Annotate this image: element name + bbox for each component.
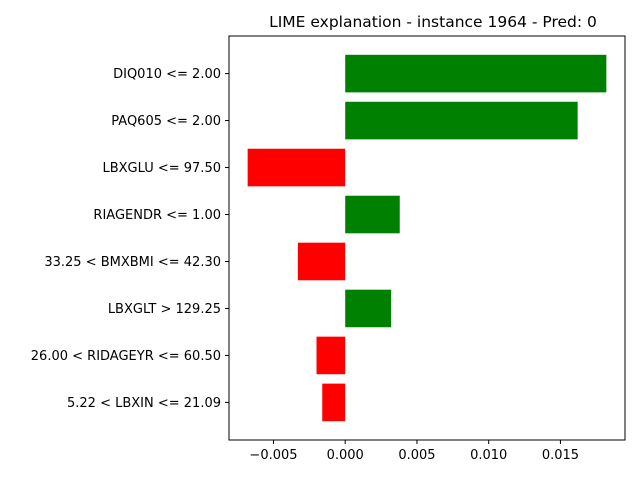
- y-tick-label: LBXGLU <= 97.50: [102, 161, 221, 176]
- y-tick-label: DIQ010 <= 2.00: [113, 67, 221, 82]
- y-tick-label: RIAGENDR <= 1.00: [93, 208, 221, 223]
- bar-2: [247, 148, 346, 187]
- y-tick-label: LBXGLT > 129.25: [108, 302, 221, 317]
- x-tick-label: 0.000: [327, 448, 364, 463]
- bar-3: [345, 195, 400, 234]
- x-axis: −0.005 0.000 0.005 0.010 0.015: [249, 440, 579, 463]
- bar-6: [316, 336, 346, 375]
- x-tick-label: 0.005: [398, 448, 435, 463]
- x-tick-label: 0.010: [470, 448, 507, 463]
- y-tick-label: 26.00 < RIDAGEYR <= 60.50: [31, 349, 221, 364]
- bar-7: [322, 383, 346, 422]
- x-tick-label: −0.005: [249, 448, 297, 463]
- bar-1: [345, 101, 578, 140]
- bar-4: [297, 242, 346, 281]
- y-tick-label: 5.22 < LBXIN <= 21.09: [67, 396, 221, 411]
- y-tick-label: 33.25 < BMXBMI <= 42.30: [44, 255, 221, 270]
- axes-frame: [228, 35, 626, 441]
- x-tick-label: 0.015: [542, 448, 579, 463]
- bar-5: [345, 289, 392, 328]
- chart-title: LIME explanation - instance 1964 - Pred:…: [269, 13, 597, 31]
- y-tick-label: PAQ605 <= 2.00: [111, 114, 221, 129]
- bars-layer: [247, 54, 607, 422]
- bar-0: [345, 54, 607, 93]
- y-axis: DIQ010 <= 2.00 PAQ605 <= 2.00 LBXGLU <= 97…: [31, 67, 229, 411]
